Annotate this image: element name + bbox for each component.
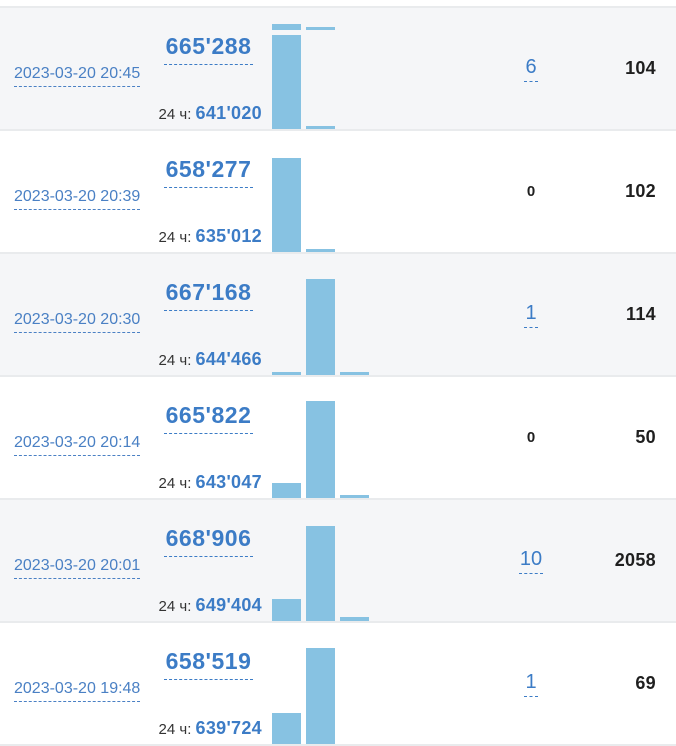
count-zero: 0 [526, 183, 536, 200]
count-zero: 0 [526, 429, 536, 446]
mini-bar-chart [272, 0, 369, 30]
mini-bar-chart [272, 131, 369, 252]
day-label: 24 ч: [158, 475, 192, 492]
day-value-line: 24 ч: 644'466 [159, 349, 262, 370]
chart-bar [306, 27, 335, 30]
timestamp-link[interactable]: 2023-03-20 20:30 [14, 311, 141, 333]
total-value: 50 [635, 427, 656, 447]
chart-bar [306, 648, 335, 744]
day-value-line: 24 ч: 635'012 [159, 226, 262, 247]
timestamp-link[interactable]: 2023-03-20 19:48 [14, 680, 141, 702]
chart-bar [272, 599, 301, 621]
day-label: 24 ч: [158, 106, 192, 123]
count-link[interactable]: 6 [524, 56, 538, 82]
count-link[interactable]: 1 [524, 671, 538, 697]
day-label: 24 ч: [158, 229, 192, 246]
value-link[interactable]: 658'519 [163, 648, 254, 680]
chart-bar [272, 713, 301, 744]
chart-bar [340, 617, 369, 621]
total-value: 114 [626, 304, 656, 324]
value-link[interactable]: 658'277 [163, 156, 254, 188]
chart-bar [306, 126, 335, 129]
timestamp-link[interactable]: 2023-03-20 20:01 [14, 557, 141, 579]
total-value: 69 [635, 673, 656, 693]
chart-bar [340, 372, 369, 375]
total-value: 104 [625, 58, 656, 78]
day-value-line: 24 ч: 643'047 [159, 472, 262, 493]
value-link[interactable]: 667'168 [163, 279, 254, 311]
day-value: 639'724 [195, 718, 262, 738]
day-label: 24 ч: [158, 598, 192, 615]
day-value-line: 24 ч: 639'724 [159, 718, 262, 739]
table-row: 2023-03-20 20:45 665'288 24 ч: 641'020 6… [0, 8, 676, 131]
day-label: 24 ч: [158, 721, 192, 738]
day-value-line: 24 ч: 649'404 [159, 595, 262, 616]
chart-bar [306, 249, 335, 252]
table-row-partial [0, 0, 676, 30]
chart-bar [340, 495, 369, 498]
chart-bar [306, 526, 335, 621]
count-link[interactable]: 10 [518, 548, 544, 574]
table-row: 2023-03-20 20:01 668'906 24 ч: 649'404 1… [0, 500, 676, 623]
day-value: 644'466 [195, 349, 262, 369]
mini-bar-chart [272, 500, 369, 621]
chart-bar [272, 158, 301, 252]
chart-bar [272, 35, 301, 129]
chart-bar [272, 24, 301, 30]
day-value: 635'012 [195, 226, 262, 246]
day-value: 649'404 [195, 595, 262, 615]
total-value: 2058 [614, 550, 656, 570]
total-value: 102 [625, 181, 656, 201]
mini-bar-chart [272, 8, 369, 129]
timestamp-link[interactable]: 2023-03-20 20:45 [14, 65, 141, 87]
table-row: 2023-03-20 20:30 667'168 24 ч: 644'466 1… [0, 254, 676, 377]
value-link[interactable]: 668'906 [163, 525, 254, 557]
mini-bar-chart [272, 254, 369, 375]
count-link[interactable]: 1 [524, 302, 538, 328]
table-row: 2023-03-20 19:48 658'519 24 ч: 639'724 1… [0, 623, 676, 746]
value-link[interactable]: 665'288 [163, 33, 254, 65]
day-value-line: 24 ч: 641'020 [159, 103, 262, 124]
timestamp-link[interactable]: 2023-03-20 20:14 [14, 434, 141, 456]
timestamp-link[interactable]: 2023-03-20 20:39 [14, 188, 141, 210]
mini-bar-chart [272, 377, 369, 498]
day-value: 641'020 [195, 103, 262, 123]
value-link[interactable]: 665'822 [163, 402, 254, 434]
chart-bar [306, 401, 335, 498]
chart-bar [272, 483, 301, 498]
mini-bar-chart [272, 623, 369, 744]
table-row: 2023-03-20 20:39 658'277 24 ч: 635'012 0… [0, 131, 676, 254]
chart-bar [306, 279, 335, 375]
table-row: 2023-03-20 20:14 665'822 24 ч: 643'047 0… [0, 377, 676, 500]
day-label: 24 ч: [158, 352, 192, 369]
chart-bar [272, 372, 301, 375]
day-value: 643'047 [195, 472, 262, 492]
